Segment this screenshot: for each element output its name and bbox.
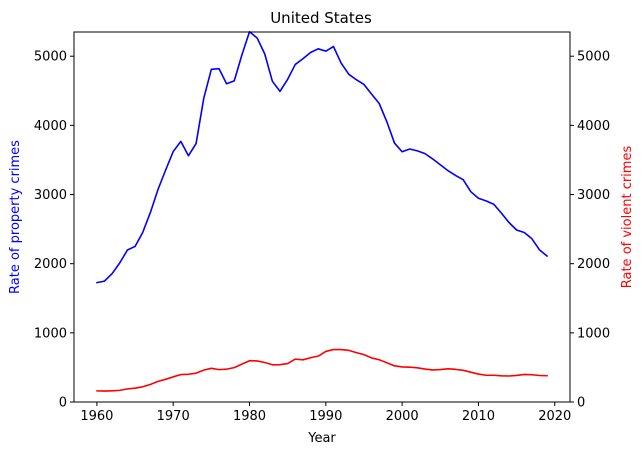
chart-title: United States xyxy=(270,9,372,27)
x-tick-label: 1990 xyxy=(309,409,342,424)
right-y-tick-label: 3000 xyxy=(577,188,610,203)
left-y-axis-title: Rate of property crimes xyxy=(8,140,23,294)
left-y-tick-label: 2000 xyxy=(34,257,67,272)
x-tick-label: 2020 xyxy=(538,409,571,424)
plot-frame xyxy=(73,31,571,403)
right-y-tick-label: 1000 xyxy=(577,326,610,341)
left-y-tick-label: 5000 xyxy=(34,50,67,65)
left-y-tick-label: 0 xyxy=(59,396,67,411)
x-tick-label: 1980 xyxy=(233,409,266,424)
left-y-axis: 0 1000 2000 3000 4000 5000 xyxy=(34,50,74,411)
right-y-tick-label: 2000 xyxy=(577,257,610,272)
plot-area xyxy=(96,30,548,392)
right-y-tick-label: 0 xyxy=(577,396,585,411)
left-y-tick-label: 1000 xyxy=(34,326,67,341)
right-y-tick-label: 4000 xyxy=(577,119,610,134)
left-y-tick-label: 4000 xyxy=(34,119,67,134)
right-y-axis-title: Rate of violent crimes xyxy=(620,146,635,289)
x-axis-title: Year xyxy=(307,431,336,446)
x-tick-label: 2000 xyxy=(386,409,419,424)
series-line-property-crimes xyxy=(96,30,548,284)
x-tick-label: 1970 xyxy=(157,409,190,424)
right-y-tick-label: 5000 xyxy=(577,50,610,65)
left-y-tick-label: 3000 xyxy=(34,188,67,203)
series-line-violent-crimes xyxy=(96,348,548,392)
x-tick-label: 2010 xyxy=(462,409,495,424)
x-tick-label: 1960 xyxy=(80,409,113,424)
x-axis: 1960 1970 1980 1990 2000 2010 2020 xyxy=(80,402,571,424)
right-y-axis: 0 1000 2000 3000 4000 5000 xyxy=(570,50,610,411)
